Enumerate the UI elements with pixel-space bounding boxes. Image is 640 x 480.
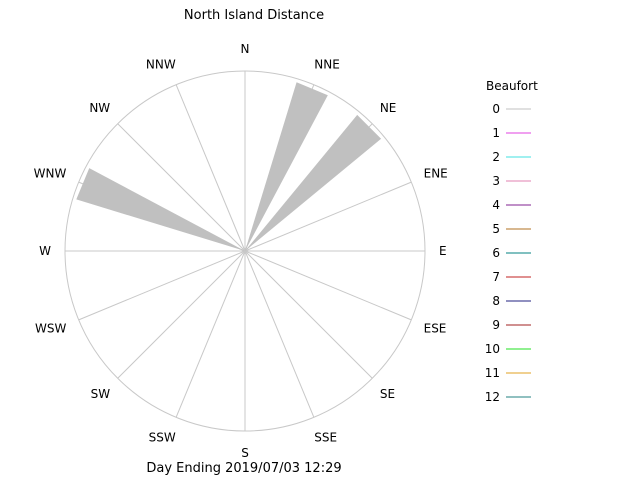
direction-label-wnw: WNW xyxy=(34,167,67,181)
legend-label-12: 12 xyxy=(485,390,500,404)
spoke-ese xyxy=(244,250,412,321)
chart-footer: Day Ending 2019/07/03 12:29 xyxy=(146,461,341,476)
legend-label-5: 5 xyxy=(492,222,500,236)
petal-ne xyxy=(245,114,382,251)
legend-label-2: 2 xyxy=(492,150,500,164)
spoke-se xyxy=(244,250,373,379)
direction-label-sw: SW xyxy=(91,387,111,401)
direction-label-n: N xyxy=(241,42,250,56)
spoke-sw xyxy=(117,250,246,379)
spoke-nnw xyxy=(175,84,246,252)
direction-label-nw: NW xyxy=(89,101,110,115)
legend-label-6: 6 xyxy=(492,246,500,260)
legend-label-3: 3 xyxy=(492,174,500,188)
direction-labels: N NNE NE ENE E ESE SE SSE S SSW SW WSW W WNW NW NNW xyxy=(34,42,448,460)
direction-label-ese: ESE xyxy=(424,321,447,335)
legend-label-10: 10 xyxy=(485,342,500,356)
petal-nne xyxy=(245,82,328,252)
petal-wnw xyxy=(76,168,246,251)
direction-label-se: SE xyxy=(380,387,395,401)
spoke-nw xyxy=(117,123,246,252)
direction-label-ssw: SSW xyxy=(149,431,176,445)
direction-label-e: E xyxy=(439,244,447,258)
legend-label-8: 8 xyxy=(492,294,500,308)
legend-label-9: 9 xyxy=(492,318,500,332)
spoke-ssw xyxy=(175,250,246,418)
legend-label-4: 4 xyxy=(492,198,500,212)
direction-label-w: W xyxy=(39,244,51,258)
spoke-ene xyxy=(244,181,412,252)
direction-label-ne: NE xyxy=(380,101,397,115)
spoke-sse xyxy=(244,250,315,418)
direction-label-nnw: NNW xyxy=(146,57,176,71)
direction-label-s: S xyxy=(241,446,249,460)
direction-spokes xyxy=(65,71,425,431)
direction-label-sse: SSE xyxy=(314,431,337,445)
legend-label-7: 7 xyxy=(492,270,500,284)
legend-title: Beaufort xyxy=(486,79,538,93)
direction-label-nne: NNE xyxy=(314,57,340,71)
legend-label-11: 11 xyxy=(485,366,500,380)
chart-title: North Island Distance xyxy=(184,8,324,23)
rose-plot: N NNE NE ENE E ESE SE SSE S SSW SW WSW W WNW NW NNW xyxy=(34,42,448,460)
spoke-wsw xyxy=(78,250,246,321)
direction-label-ene: ENE xyxy=(424,167,448,181)
legend-label-1: 1 xyxy=(492,126,500,140)
petals xyxy=(76,82,382,252)
direction-label-wsw: WSW xyxy=(35,321,66,335)
legend-label-0: 0 xyxy=(492,102,500,116)
